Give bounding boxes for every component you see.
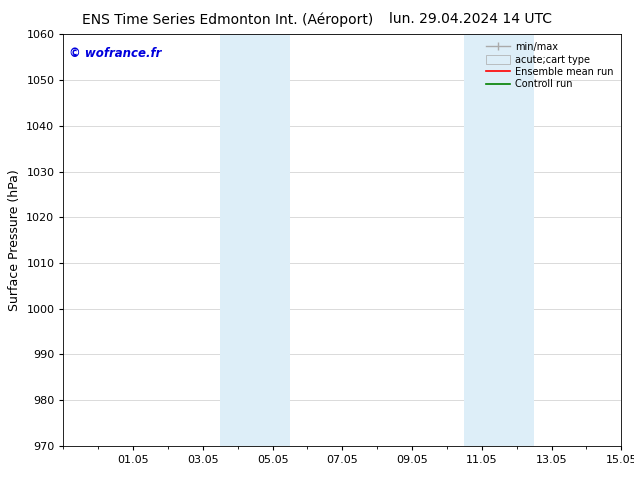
Bar [255, 34, 290, 446]
Text: ENS Time Series Edmonton Int. (Aéroport): ENS Time Series Edmonton Int. (Aéroport) [82, 12, 373, 27]
Text: © wofrance.fr: © wofrance.fr [69, 47, 162, 60]
Bar [221, 34, 255, 446]
Text: lun. 29.04.2024 14 UTC: lun. 29.04.2024 14 UTC [389, 12, 552, 26]
Bar [489, 34, 534, 446]
Bar [464, 34, 489, 446]
Y-axis label: Surface Pressure (hPa): Surface Pressure (hPa) [8, 169, 21, 311]
Legend: min/max, acute;cart type, Ensemble mean run, Controll run: min/max, acute;cart type, Ensemble mean … [483, 39, 616, 92]
